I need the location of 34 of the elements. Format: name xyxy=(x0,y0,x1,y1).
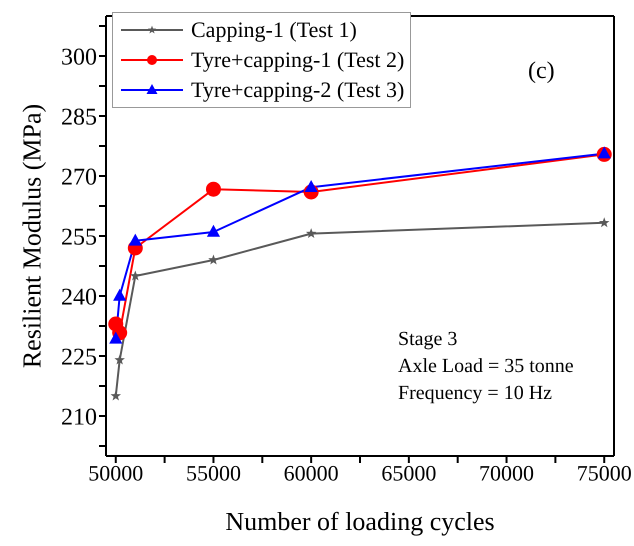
legend-label: Tyre+capping-1 (Test 2) xyxy=(191,46,404,74)
y-tick-label: 255 xyxy=(61,224,97,251)
point xyxy=(598,146,611,158)
x-tick-label: 60000 xyxy=(284,460,339,486)
point xyxy=(110,390,121,400)
legend-label: Tyre+capping-2 (Test 3) xyxy=(191,76,404,104)
y-tick-label: 300 xyxy=(61,44,97,71)
point xyxy=(306,228,316,238)
legend-label: Capping-1 (Test 1) xyxy=(191,16,357,44)
y-axis-title: Resilient Modulus (MPa) xyxy=(18,104,46,368)
x-tick-label: 50000 xyxy=(88,460,144,486)
y-tick-label: 240 xyxy=(61,284,97,311)
x-tick-label: 75000 xyxy=(576,460,632,486)
point xyxy=(206,224,220,237)
x-tick-label: 65000 xyxy=(381,460,436,486)
y-tick-label: 210 xyxy=(61,404,97,431)
point xyxy=(128,234,142,246)
point xyxy=(304,180,318,192)
annotation: Frequency = 10 Hz xyxy=(398,381,554,406)
x-tick-label: 55000 xyxy=(186,460,241,486)
x-tick-label: 70000 xyxy=(479,460,534,486)
point xyxy=(599,217,610,228)
point xyxy=(109,332,122,344)
annotation: Stage 3 xyxy=(398,327,458,352)
point xyxy=(114,354,125,364)
x-axis-title: Number of loading cycles xyxy=(225,507,495,536)
point xyxy=(206,182,221,197)
annotation: (c) xyxy=(528,58,555,85)
y-tick-label: 285 xyxy=(61,104,97,131)
point xyxy=(130,270,141,280)
y-tick-label: 225 xyxy=(61,344,97,371)
annotation: Axle Load = 35 tonne xyxy=(398,354,574,379)
y-tick-label: 270 xyxy=(61,164,97,191)
point xyxy=(113,288,126,301)
